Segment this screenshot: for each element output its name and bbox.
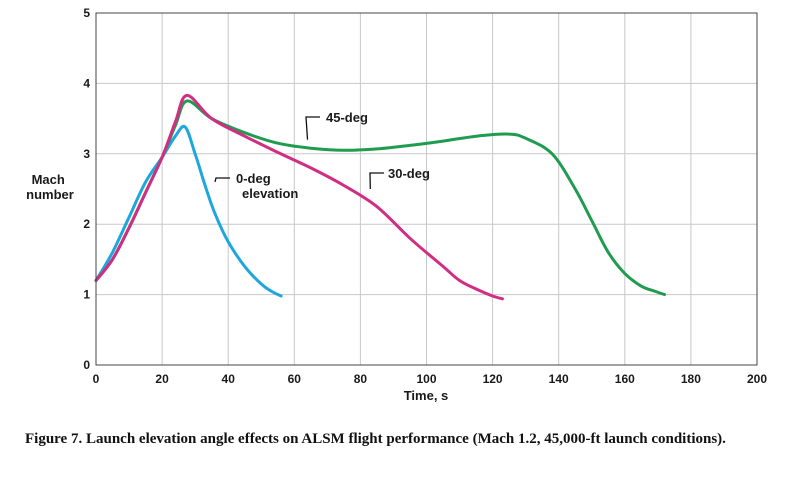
x-tick-label: 120 xyxy=(483,372,503,386)
series-line-0-deg xyxy=(94,124,283,298)
series-label-0-deg: 0-deg xyxy=(236,171,271,186)
y-axis-label-line-1: Mach xyxy=(32,172,65,187)
y-tick-label: 3 xyxy=(83,147,90,161)
grid-lines xyxy=(96,13,757,365)
figure-caption: Figure 7. Launch elevation angle effects… xyxy=(25,431,726,447)
series-label-30-deg: 30-deg xyxy=(388,166,430,181)
line-chart: 0 20 40 60 80 100 120 140 160 180 200 0 1 2 3 4 5 0-deg… xyxy=(26,6,768,403)
y-tick-label: 1 xyxy=(83,288,90,302)
y-tick-label: 0 xyxy=(83,358,90,372)
leader-line-45-deg xyxy=(305,116,320,140)
x-tick-label: 80 xyxy=(354,372,368,386)
x-tick-labels: 0 20 40 60 80 100 120 140 160 180 200 xyxy=(93,372,768,386)
y-tick-label: 4 xyxy=(83,76,90,90)
series-label-0-deg: elevation xyxy=(242,186,298,201)
leader-line-30-deg xyxy=(369,172,384,190)
series-label-45-deg: 45-deg xyxy=(326,110,368,125)
y-tick-label: 5 xyxy=(83,6,90,20)
x-tick-label: 40 xyxy=(222,372,236,386)
x-tick-label: 180 xyxy=(681,372,701,386)
x-tick-label: 60 xyxy=(288,372,302,386)
x-tick-label: 200 xyxy=(747,372,767,386)
y-tick-label: 2 xyxy=(83,217,90,231)
x-tick-label: 100 xyxy=(416,372,436,386)
y-axis-label: Mach number xyxy=(26,172,74,202)
y-axis-label-line-2: number xyxy=(26,187,74,202)
leader-line-0-deg xyxy=(214,177,230,183)
y-tick-labels: 0 1 2 3 4 5 xyxy=(83,6,90,372)
x-tick-label: 140 xyxy=(549,372,569,386)
x-tick-label: 0 xyxy=(93,372,100,386)
x-tick-label: 20 xyxy=(155,372,169,386)
plot-frame xyxy=(95,12,758,366)
series-lines xyxy=(94,93,666,301)
series-line-30-deg xyxy=(94,93,504,301)
x-axis-label: Time, s xyxy=(404,388,449,403)
x-tick-label: 160 xyxy=(615,372,635,386)
